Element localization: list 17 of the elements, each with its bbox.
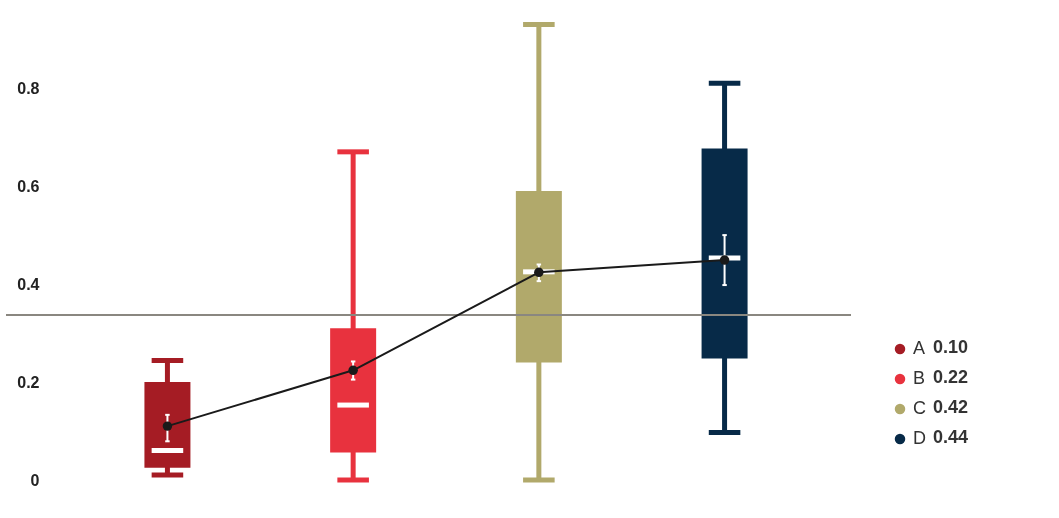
legend-label: C [913,398,926,418]
legend-label: A [913,338,926,358]
y-tick-label: 0.8 [17,79,40,97]
legend-label: B [913,368,926,388]
y-tick-label: 0.4 [17,275,40,293]
point [348,365,358,376]
point [534,267,544,278]
y-tick-label: 0.6 [17,177,40,195]
text: 0.22 [933,367,969,387]
text: 0.42 [933,397,969,417]
point [162,421,173,431]
point [719,255,730,265]
text: 0.10 [933,337,969,357]
legend-label: D [913,428,926,448]
text: 0.44 [933,427,969,447]
y-tick-label: 0.2 [17,373,40,391]
y-tick-label: 0 [30,471,40,489]
